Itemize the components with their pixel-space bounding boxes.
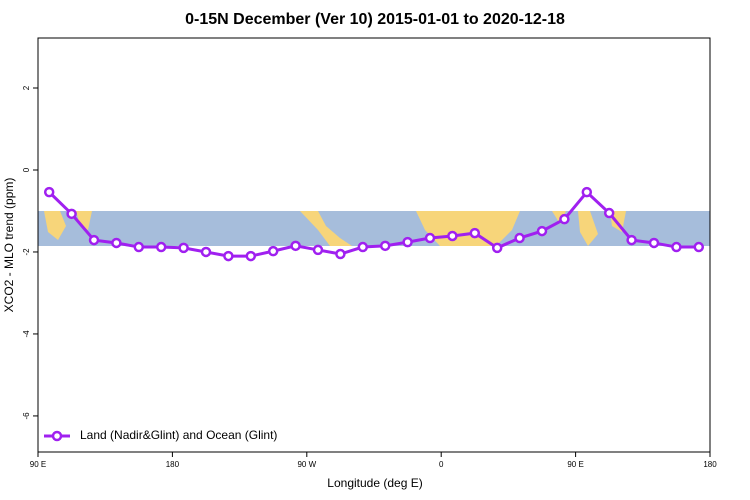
point (267, 245, 279, 257)
y-tick-label: 0 (22, 167, 31, 172)
y-tick-label: 2 (22, 85, 31, 90)
point (312, 244, 324, 256)
point (155, 241, 167, 253)
point (581, 186, 593, 198)
point (178, 242, 189, 254)
point (245, 250, 257, 262)
point (223, 250, 234, 262)
x-tick-label: 180 (166, 460, 180, 469)
point (424, 232, 436, 244)
x-tick-label: 90 E (30, 460, 46, 469)
point (447, 230, 458, 242)
point (671, 241, 682, 253)
point (559, 213, 570, 225)
point (693, 241, 705, 253)
y-tick-label: -2 (22, 248, 31, 256)
point (626, 234, 637, 246)
point (536, 225, 548, 237)
point (133, 241, 145, 253)
point (379, 240, 391, 252)
map-band (38, 211, 710, 246)
point (603, 207, 615, 219)
point (200, 246, 212, 258)
x-tick-label: 180 (703, 460, 717, 469)
point (66, 208, 77, 220)
plot-frame (37, 37, 711, 453)
point (491, 242, 503, 254)
y-tick-label: -6 (22, 412, 31, 420)
point (43, 186, 55, 198)
point (357, 241, 369, 253)
x-tick-label: 90 E (567, 460, 583, 469)
chart-title: 0-15N December (Ver 10) 2015-01-01 to 20… (185, 11, 565, 28)
legend-marker (51, 430, 63, 442)
x-tick-label: 90 W (297, 460, 316, 469)
point (469, 227, 481, 239)
y-axis-label: XCO2 - MLO trend (ppm) (2, 178, 16, 313)
point (290, 240, 301, 252)
point (88, 234, 100, 246)
point (648, 237, 660, 249)
legend-label: Land (Nadir&Glint) and Ocean (Glint) (80, 428, 277, 442)
point (335, 248, 346, 260)
x-tick-label: 0 (439, 460, 444, 469)
y-tick-label: -4 (22, 330, 31, 338)
point (111, 237, 122, 249)
x-axis-label: Longitude (deg E) (327, 476, 422, 490)
point (402, 236, 413, 248)
point (514, 232, 525, 244)
